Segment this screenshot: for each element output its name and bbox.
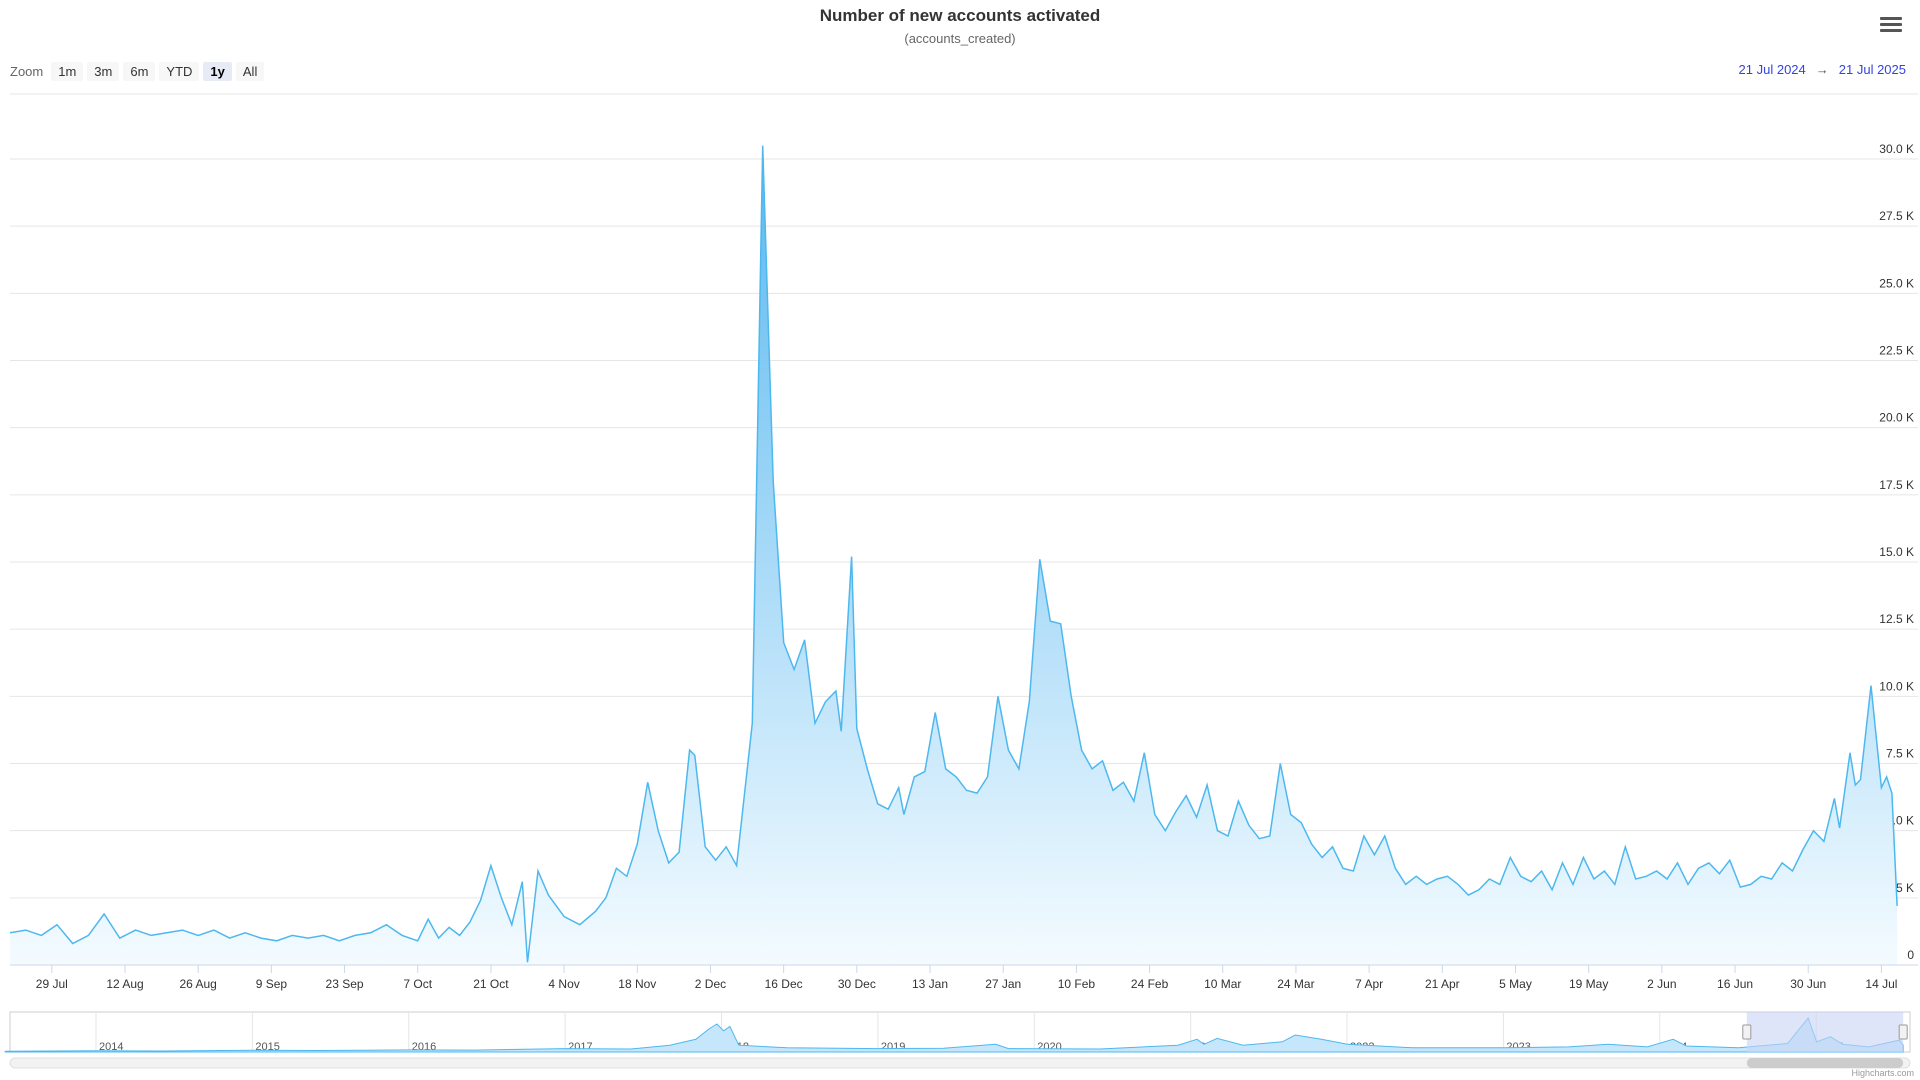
x-tick-label: 23 Sep (326, 977, 364, 991)
zoom-button-6m[interactable]: 6m (123, 62, 156, 81)
y-axis: 02.5 K5.0 K7.5 K10.0 K12.5 K15.0 K17.5 K… (1879, 142, 1914, 962)
y-tick-label: 22.5 K (1879, 344, 1914, 358)
area-fill (10, 145, 1898, 966)
zoom-button-all[interactable]: All (235, 62, 265, 81)
navigator-year-label: 2014 (99, 1041, 123, 1053)
y-tick-label: 30.0 K (1879, 142, 1914, 156)
scrollbar-track (9, 1057, 1911, 1069)
y-tick-label: 7.5 K (1886, 747, 1914, 761)
x-tick-label: 26 Aug (179, 977, 216, 991)
y-tick-label: 25.0 K (1879, 276, 1914, 290)
chart-title: Number of new accounts activated (819, 6, 1101, 25)
navigator[interactable]: 2014201520162017201820192020202120222023… (4, 1011, 1911, 1069)
x-tick-label: 4 Nov (548, 977, 579, 991)
chart-subtitle: (accounts_created) (904, 31, 1016, 46)
x-tick-label: 29 Jul (36, 977, 68, 991)
x-tick-label: 19 May (1569, 977, 1608, 991)
x-tick-label: 14 Jul (1865, 977, 1897, 991)
navigator-handle-left[interactable] (1742, 1024, 1752, 1040)
range-to-date[interactable]: 21 Jul 2025 (1838, 62, 1906, 77)
zoom-button-1m[interactable]: 1m (51, 62, 84, 81)
x-tick-label: 16 Dec (765, 977, 803, 991)
range-from-date[interactable]: 21 Jul 2024 (1738, 62, 1806, 77)
scrollbar-thumb[interactable] (1746, 1058, 1904, 1068)
x-tick-label: 21 Oct (473, 977, 509, 991)
x-tick-label: 9 Sep (256, 977, 288, 991)
x-tick-label: 24 Mar (1277, 977, 1314, 991)
zoom-selector: Zoom 1m 3m 6m YTD 1y All (10, 62, 265, 81)
navigator-selection (1746, 1012, 1904, 1052)
date-range: 21 Jul 2024 → 21 Jul 2025 (1739, 62, 1906, 77)
x-tick-label: 18 Nov (618, 977, 656, 991)
y-tick-label: 17.5 K (1879, 478, 1914, 492)
zoom-button-3m[interactable]: 3m (87, 62, 120, 81)
zoom-button-ytd[interactable]: YTD (159, 62, 200, 81)
x-tick-label: 30 Jun (1790, 977, 1826, 991)
hamburger-menu-icon[interactable] (1880, 14, 1902, 34)
x-tick-label: 10 Mar (1204, 977, 1241, 991)
x-tick-label: 2 Dec (695, 977, 726, 991)
x-tick-label: 16 Jun (1717, 977, 1753, 991)
y-tick-label: 10.0 K (1879, 679, 1914, 693)
y-tick-label: 20.0 K (1879, 411, 1914, 425)
navigator-handle-right[interactable] (1898, 1024, 1908, 1040)
x-tick-label: 13 Jan (912, 977, 948, 991)
x-tick-label: 30 Dec (838, 977, 876, 991)
y-tick-label: 27.5 K (1879, 209, 1914, 223)
y-tick-label: 0 (1907, 948, 1914, 962)
x-tick-label: 7 Apr (1355, 977, 1383, 991)
x-tick-label: 7 Oct (403, 977, 432, 991)
zoom-button-1y[interactable]: 1y (203, 62, 232, 81)
x-tick-label: 27 Jan (985, 977, 1021, 991)
x-tick-label: 12 Aug (106, 977, 143, 991)
x-axis: 29 Jul 12 Aug 26 Aug 9 Sep 23 Sep 7 Oct 21 Oct… (10, 964, 1918, 991)
x-tick-label: 10 Feb (1058, 977, 1096, 991)
credits-link[interactable]: Highcharts.com (1851, 1068, 1914, 1078)
x-tick-label: 21 Apr (1425, 977, 1460, 991)
series-line (9, 145, 1898, 963)
zoom-label: Zoom (10, 64, 44, 79)
y-tick-label: 15.0 K (1879, 545, 1914, 559)
x-tick-label: 2 Jun (1647, 977, 1676, 991)
series-area (9, 145, 1898, 966)
x-tick-label: 5 May (1499, 977, 1532, 991)
x-tick-label: 24 Feb (1131, 977, 1169, 991)
y-tick-label: 12.5 K (1879, 612, 1914, 626)
range-arrow: → (1815, 62, 1829, 77)
